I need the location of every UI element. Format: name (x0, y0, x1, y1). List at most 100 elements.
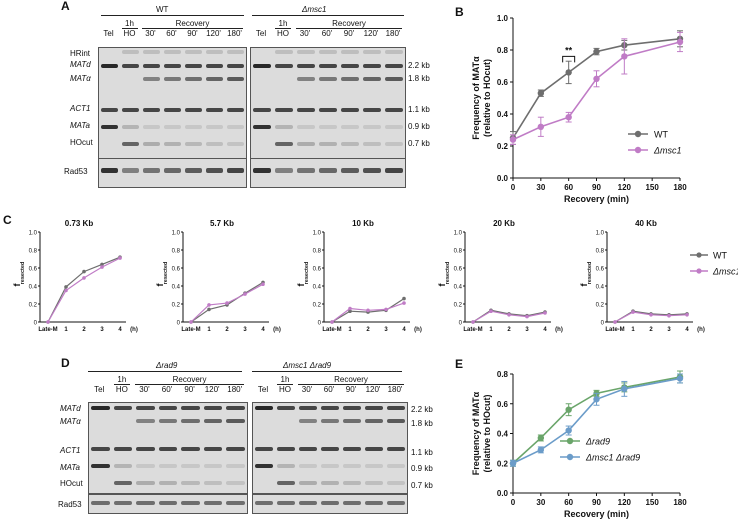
data-point (46, 320, 50, 324)
lane-label: 90' (345, 385, 357, 394)
blot-band (253, 64, 271, 68)
rad53-blot-a-msc1 (250, 158, 406, 188)
lane-label: Tel (255, 29, 267, 38)
blot-band (226, 406, 245, 410)
blot-band (101, 168, 118, 173)
msc1-header-line (252, 15, 404, 16)
blot-band (277, 406, 295, 410)
row-label: MATα (70, 74, 91, 83)
legend-label: Δmsc1 Δrad9 (585, 453, 640, 463)
blot-band (158, 481, 178, 485)
subplot-0: 0.73 Kb 0 0.2 0.4 0.6 0.8 1.0 Late-M 1 2 3 4 (h) fres… (12, 219, 138, 333)
legend-label: Δmsc1 (653, 146, 682, 156)
data-point (348, 309, 352, 314)
x-tick-label: Late-M (463, 327, 482, 333)
blot-band (206, 108, 223, 112)
y-tick-label: 0.4 (172, 285, 181, 291)
blot-band (319, 64, 337, 68)
data-point (471, 320, 475, 324)
x-tick-label: 60 (564, 498, 573, 507)
size-label: 2.2 kb (411, 405, 433, 414)
blot-band (363, 108, 381, 112)
blot-band (363, 50, 381, 54)
y-tick-label: 0.8 (596, 249, 605, 255)
blot-band (203, 419, 223, 423)
one-hour-label: 1h (117, 375, 127, 384)
size-label: 0.9 kb (411, 464, 433, 473)
blot-band (319, 108, 337, 112)
x-tick-label: 1 (489, 327, 493, 333)
y-tick-label: 0.6 (596, 267, 605, 273)
y-tick-label: 0 (177, 321, 181, 327)
y-tick-label: 0.6 (497, 400, 509, 409)
x-tick-label: 3 (100, 327, 104, 333)
blot-band (365, 447, 383, 451)
blot-band (275, 64, 293, 68)
data-point (118, 256, 122, 260)
blot-band (181, 447, 200, 451)
x-tick-label: 1 (207, 327, 211, 333)
subplot-title: 10 Kb (352, 219, 374, 228)
data-point (207, 307, 211, 312)
y-tick-label: 0.6 (497, 78, 509, 87)
blot-band (185, 77, 202, 81)
data-point (537, 123, 545, 130)
size-label: 0.7 kb (411, 481, 433, 490)
data-point (64, 285, 68, 289)
legend-marker (566, 453, 574, 461)
blot-band (185, 168, 202, 173)
blot-band (122, 108, 139, 112)
y-tick-label: 0.4 (596, 285, 605, 291)
blot-band (136, 447, 155, 451)
blot-band (299, 464, 317, 468)
blot-band (385, 168, 403, 173)
blot-band (203, 501, 223, 505)
blot-band (185, 64, 202, 68)
blot-band (321, 501, 339, 505)
y-tick-label: 0 (318, 321, 322, 327)
blot-band (185, 125, 202, 129)
blot-band (226, 501, 245, 505)
y-axis-label: f (437, 283, 447, 287)
x-unit-label: (h) (697, 327, 705, 333)
blot-band (365, 419, 383, 423)
blot-band (319, 77, 337, 81)
recovery-label: Recovery (334, 375, 368, 384)
blot-band (321, 419, 339, 423)
size-label: 0.7 kb (408, 139, 430, 148)
data-point (100, 262, 104, 267)
x-tick-label: 30 (536, 183, 545, 192)
rad53-label-a: Rad53 (64, 167, 88, 176)
blot-band (136, 406, 155, 410)
y-tick-label: 0.8 (313, 249, 322, 255)
data-point (525, 314, 529, 319)
data-point (489, 309, 493, 314)
legend-marker (634, 130, 642, 138)
rad53-blot-d-rad9 (88, 494, 248, 514)
lane-label: 60' (321, 29, 333, 38)
y-tick-label: 1.0 (497, 14, 509, 23)
significance-bracket (562, 55, 576, 63)
blot-band (385, 108, 403, 112)
data-point (593, 48, 600, 55)
y-tick-label: 0.8 (29, 249, 38, 255)
x-unit-label: (h) (555, 327, 563, 333)
blot-band (181, 501, 200, 505)
lane-label: 90' (184, 385, 195, 394)
blot-band (387, 481, 405, 485)
x-axis-label: Recovery (min) (564, 509, 629, 519)
x-tick-label: 90 (592, 498, 601, 507)
lane-label: HO (115, 385, 128, 394)
data-point (402, 296, 406, 301)
x-tick-label: 3 (243, 327, 247, 333)
data-point (649, 313, 653, 317)
rad53-blot-d-msc1-rad9 (252, 494, 408, 514)
blot-band (143, 168, 160, 173)
blot-band (181, 481, 200, 485)
data-point (537, 434, 545, 442)
data-point (593, 396, 600, 403)
data-point (613, 320, 617, 324)
x-tick-label: 120 (618, 498, 632, 507)
data-point (348, 306, 352, 311)
